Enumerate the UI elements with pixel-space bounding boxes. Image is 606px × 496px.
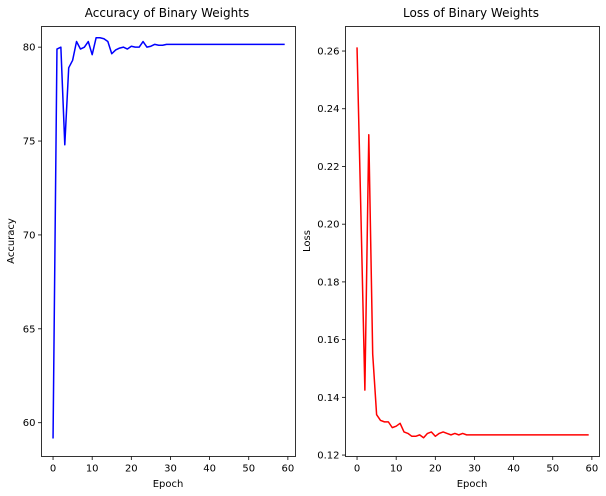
- accuracy-y-tick-label: 70: [23, 230, 36, 241]
- loss-chart: Loss of Binary Weights 0.120.140.160.180…: [302, 6, 600, 490]
- accuracy-y-tick-label: 65: [23, 324, 36, 335]
- loss-chart-title: Loss of Binary Weights: [403, 6, 539, 20]
- loss-y-tick-label: 0.16: [317, 335, 339, 346]
- accuracy-x-axis-label: Epoch: [153, 479, 184, 490]
- accuracy-x-tick-label: 40: [203, 464, 216, 475]
- loss-y-tick-label: 0.22: [317, 162, 339, 173]
- loss-y-tick-label: 0.26: [317, 47, 339, 58]
- loss-x-axis-label: Epoch: [457, 479, 488, 490]
- loss-x-ticks: 0 10 20 30 40 50 60: [354, 456, 599, 475]
- accuracy-y-tick-label: 80: [23, 43, 36, 54]
- accuracy-chart: Accuracy of Binary Weights 60 65 70 75 80 0 1…: [6, 6, 296, 490]
- loss-series: [356, 47, 589, 439]
- loss-x-tick-label: 50: [546, 464, 559, 475]
- loss-y-tick-label: 0.24: [317, 104, 339, 115]
- accuracy-x-tick-label: 20: [125, 464, 138, 475]
- loss-y-tick-label: 0.12: [317, 451, 339, 462]
- loss-x-tick-label: 60: [586, 464, 599, 475]
- accuracy-x-tick-label: 30: [164, 464, 177, 475]
- accuracy-y-ticks: 60 65 70 75 80: [23, 43, 42, 429]
- accuracy-series-line: [52, 37, 285, 439]
- loss-y-tick-label: 0.14: [317, 393, 339, 404]
- loss-x-tick-label: 10: [390, 464, 403, 475]
- loss-x-tick-label: 0: [354, 464, 360, 475]
- loss-plot-frame: [345, 26, 600, 457]
- accuracy-x-ticks: 0 10 20 30 40 50 60: [50, 456, 295, 475]
- loss-y-ticks: 0.12 0.14 0.16 0.18 0.20 0.22 0.24 0.26: [317, 47, 346, 462]
- accuracy-x-tick-label: 10: [86, 464, 99, 475]
- accuracy-y-axis-label: Accuracy: [6, 218, 17, 264]
- accuracy-x-tick-label: 60: [282, 464, 295, 475]
- accuracy-y-tick-label: 60: [23, 418, 36, 429]
- loss-x-tick-label: 20: [429, 464, 442, 475]
- accuracy-x-tick-label: 50: [242, 464, 255, 475]
- accuracy-plot-frame: [41, 26, 296, 457]
- loss-y-tick-label: 0.20: [317, 220, 339, 231]
- accuracy-x-tick-label: 0: [50, 464, 56, 475]
- loss-y-tick-label: 0.18: [317, 277, 339, 288]
- loss-y-axis-label: Loss: [302, 230, 313, 252]
- loss-series-line: [356, 47, 589, 439]
- accuracy-chart-title: Accuracy of Binary Weights: [85, 6, 249, 20]
- loss-x-tick-label: 40: [507, 464, 520, 475]
- accuracy-series: [52, 37, 285, 439]
- accuracy-y-tick-label: 75: [23, 137, 36, 148]
- loss-x-tick-label: 30: [468, 464, 481, 475]
